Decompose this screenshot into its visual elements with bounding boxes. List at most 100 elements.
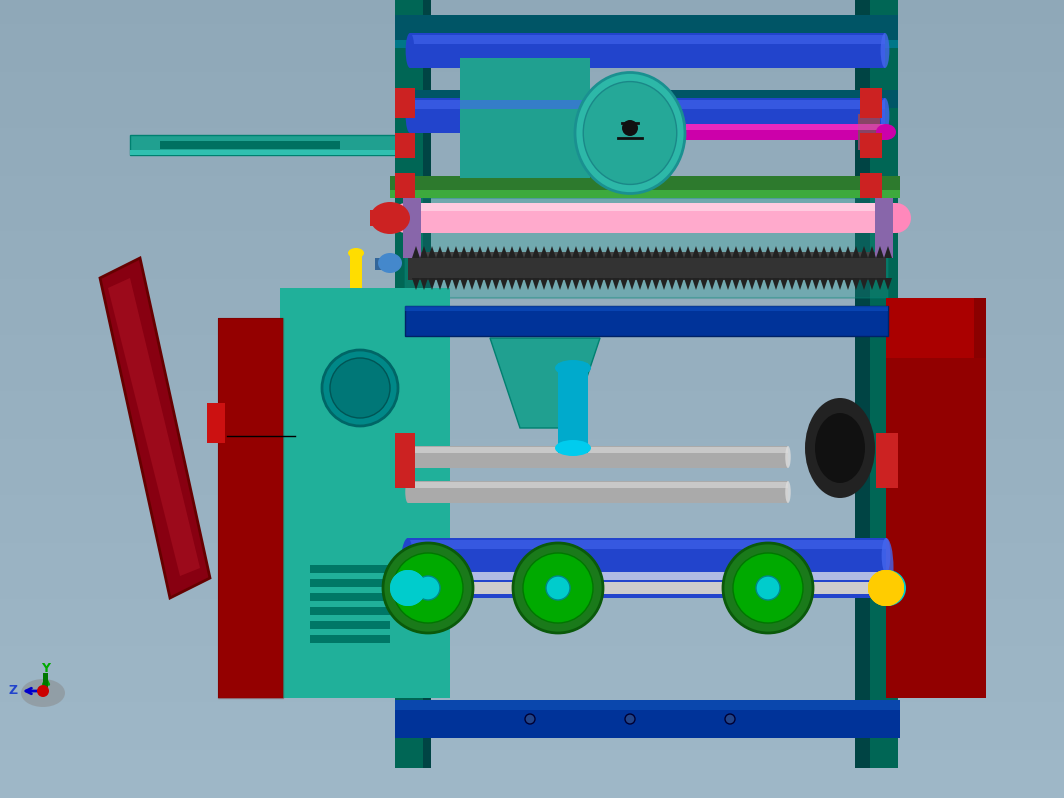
Polygon shape (772, 278, 780, 290)
Polygon shape (596, 278, 604, 290)
Bar (0, 263, 1064, 271)
Bar (0, 774, 1064, 782)
Polygon shape (572, 246, 580, 258)
Polygon shape (860, 246, 868, 258)
Bar (310, 621, 390, 629)
Ellipse shape (882, 538, 891, 573)
Polygon shape (580, 246, 588, 258)
Bar (280, 288, 450, 698)
Bar (0, 726, 1064, 734)
Bar (0, 439, 1064, 447)
Bar (408, 582, 886, 594)
Ellipse shape (405, 33, 414, 68)
Polygon shape (716, 278, 724, 290)
Bar (0, 758, 1064, 766)
Bar (0, 543, 1064, 551)
Ellipse shape (785, 446, 791, 468)
Polygon shape (444, 278, 452, 290)
Ellipse shape (348, 248, 364, 258)
Bar (886, 298, 974, 358)
Bar (0, 184, 1064, 192)
Polygon shape (700, 246, 708, 258)
Bar (408, 447, 788, 452)
Bar (395, 133, 415, 158)
Bar (0, 56, 1064, 64)
Polygon shape (109, 278, 200, 576)
Ellipse shape (416, 576, 440, 600)
Polygon shape (676, 246, 684, 258)
Polygon shape (652, 278, 660, 290)
Bar (0, 0, 1064, 8)
Bar (408, 252, 886, 258)
Bar (0, 734, 1064, 742)
Polygon shape (644, 246, 652, 258)
Bar (395, 173, 415, 198)
Bar (858, 114, 880, 150)
Polygon shape (804, 278, 812, 290)
Polygon shape (523, 246, 532, 258)
Bar (0, 662, 1064, 670)
Bar (405, 198, 888, 298)
Bar (0, 606, 1064, 614)
Polygon shape (508, 278, 516, 290)
Polygon shape (436, 278, 444, 290)
Polygon shape (860, 278, 868, 290)
Ellipse shape (881, 98, 890, 133)
Polygon shape (788, 278, 796, 290)
Bar (0, 622, 1064, 630)
Bar (0, 678, 1064, 686)
Polygon shape (652, 246, 660, 258)
Polygon shape (708, 246, 716, 258)
Ellipse shape (523, 553, 593, 623)
Bar (0, 335, 1064, 343)
Polygon shape (739, 278, 748, 290)
Bar (0, 710, 1064, 718)
Bar (0, 551, 1064, 559)
Polygon shape (532, 246, 541, 258)
Polygon shape (620, 246, 628, 258)
Bar (0, 96, 1064, 104)
Bar (375, 258, 393, 270)
Bar (406, 203, 896, 211)
Bar (0, 40, 1064, 48)
Bar (0, 654, 1064, 662)
Bar (0, 88, 1064, 96)
Bar (0, 303, 1064, 311)
Bar (0, 8, 1064, 16)
Polygon shape (484, 278, 492, 290)
Bar (0, 24, 1064, 32)
Bar (0, 702, 1064, 710)
Polygon shape (684, 278, 692, 290)
Ellipse shape (785, 481, 791, 503)
Polygon shape (620, 278, 628, 290)
Polygon shape (564, 278, 572, 290)
Polygon shape (876, 278, 884, 290)
Bar (408, 258, 886, 280)
Bar (686, 124, 886, 140)
Polygon shape (484, 246, 492, 258)
Polygon shape (660, 278, 668, 290)
Polygon shape (436, 246, 444, 258)
Bar (0, 207, 1064, 215)
Bar (0, 591, 1064, 598)
Bar (0, 295, 1064, 303)
Bar (886, 358, 986, 698)
Bar (350, 253, 362, 288)
Bar (405, 306, 888, 336)
Polygon shape (692, 278, 700, 290)
Bar (558, 363, 588, 453)
Polygon shape (444, 246, 452, 258)
Bar (43, 673, 48, 691)
Ellipse shape (546, 576, 570, 600)
Bar (0, 383, 1064, 391)
Polygon shape (596, 246, 604, 258)
Bar (410, 35, 885, 44)
Bar (0, 694, 1064, 702)
Bar (0, 487, 1064, 495)
Ellipse shape (805, 398, 875, 498)
Ellipse shape (733, 553, 803, 623)
Bar (403, 198, 421, 258)
Bar (280, 288, 450, 698)
Bar (370, 210, 392, 226)
Ellipse shape (725, 714, 735, 724)
